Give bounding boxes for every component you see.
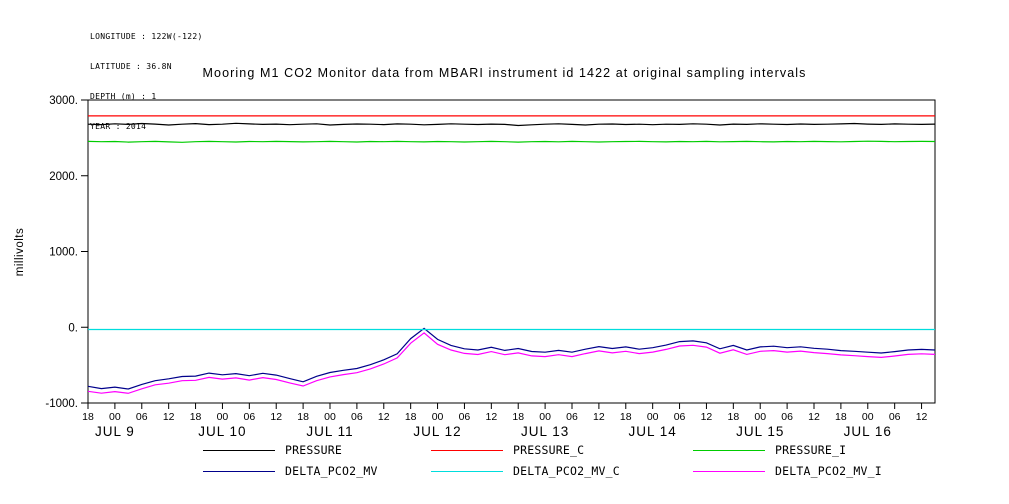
svg-text:1000.: 1000.	[49, 247, 78, 259]
legend-item-pressure-c: PRESSURE_C	[431, 441, 693, 459]
info-depth: DEPTH (m) : 1	[90, 92, 157, 101]
series-delta_pco2_mv	[87, 327, 936, 390]
station-info: LONGITUDE : 122W(-122) LATITUDE : 36.8N …	[90, 12, 203, 152]
legend-label: PRESSURE	[285, 443, 342, 457]
svg-text:06: 06	[243, 411, 255, 423]
svg-text:06: 06	[136, 411, 148, 423]
svg-text:06: 06	[889, 411, 901, 423]
pressure-c-line-sample	[431, 449, 503, 451]
svg-text:12: 12	[270, 411, 282, 423]
svg-text:0.: 0.	[68, 322, 78, 334]
series-pressure	[87, 122, 936, 127]
svg-text:12: 12	[916, 411, 928, 423]
legend-label: DELTA_PCO2_MV	[285, 464, 378, 478]
svg-text:3000.: 3000.	[49, 95, 78, 107]
svg-text:12: 12	[485, 411, 497, 423]
delta-pco2-mv-c-line-sample	[431, 470, 503, 472]
svg-text:12: 12	[593, 411, 605, 423]
svg-text:00: 00	[862, 411, 874, 423]
svg-text:00: 00	[324, 411, 336, 423]
delta-pco2-mv-i-line-sample	[693, 470, 765, 472]
svg-text:12: 12	[163, 411, 175, 423]
x-axis: 18 00 06 12 18 00 06 12 18 00 06 12 18 00 06 12 18 00 06 12…	[82, 403, 928, 423]
svg-text:-1000.: -1000.	[45, 398, 78, 410]
svg-text:JUL 13: JUL 13	[521, 424, 569, 439]
info-longitude: LONGITUDE : 122W(-122)	[90, 32, 203, 41]
svg-text:06: 06	[781, 411, 793, 423]
svg-text:JUL 10: JUL 10	[198, 424, 246, 439]
svg-text:18: 18	[620, 411, 632, 423]
svg-text:00: 00	[647, 411, 659, 423]
svg-text:18: 18	[297, 411, 309, 423]
svg-text:18: 18	[405, 411, 417, 423]
series-pressure_i	[87, 140, 936, 143]
legend-item-pressure-i: PRESSURE_I	[693, 441, 943, 459]
series-lines	[87, 115, 936, 394]
svg-text:06: 06	[566, 411, 578, 423]
svg-text:00: 00	[754, 411, 766, 423]
legend-label: DELTA_PCO2_MV_C	[513, 464, 620, 478]
svg-text:18: 18	[82, 411, 94, 423]
svg-text:12: 12	[378, 411, 390, 423]
legend-item-delta-pco2-mv: DELTA_PCO2_MV	[203, 462, 431, 480]
legend-item-pressure: PRESSURE	[203, 441, 431, 459]
svg-text:2000.: 2000.	[49, 171, 78, 183]
legend-label: DELTA_PCO2_MV_I	[775, 464, 882, 478]
svg-text:00: 00	[539, 411, 551, 423]
legend: PRESSURE PRESSURE_C PRESSURE_I DELTA_PCO…	[203, 441, 943, 480]
info-latitude: LATITUDE : 36.8N	[90, 62, 172, 71]
legend-item-delta-pco2-mv-c: DELTA_PCO2_MV_C	[431, 462, 693, 480]
chart-title: Mooring M1 CO2 Monitor data from MBARI i…	[202, 66, 807, 80]
svg-text:18: 18	[727, 411, 739, 423]
svg-text:JUL 11: JUL 11	[306, 424, 353, 439]
svg-text:00: 00	[432, 411, 444, 423]
svg-text:JUL 15: JUL 15	[736, 424, 784, 439]
series-delta_pco2_mv_i	[87, 332, 936, 394]
svg-text:JUL 14: JUL 14	[629, 424, 677, 439]
svg-text:00: 00	[217, 411, 229, 423]
delta-pco2-mv-line-sample	[203, 470, 275, 472]
svg-text:18: 18	[190, 411, 202, 423]
svg-text:06: 06	[674, 411, 686, 423]
svg-text:12: 12	[808, 411, 820, 423]
legend-label: PRESSURE_I	[775, 443, 847, 457]
y-axis: -1000. 0. 1000. 2000. 3000.	[45, 95, 88, 410]
legend-item-delta-pco2-mv-i: DELTA_PCO2_MV_I	[693, 462, 943, 480]
day-labels: JUL 9 JUL 10 JUL 11 JUL 12 JUL 13 JUL 14 JUL 1…	[95, 424, 892, 439]
svg-text:18: 18	[835, 411, 847, 423]
svg-text:JUL 16: JUL 16	[844, 424, 892, 439]
svg-text:06: 06	[459, 411, 471, 423]
svg-text:18: 18	[512, 411, 524, 423]
svg-text:00: 00	[109, 411, 121, 423]
info-year: YEAR : 2014	[90, 122, 147, 131]
legend-label: PRESSURE_C	[513, 443, 585, 457]
svg-text:JUL 9: JUL 9	[95, 424, 135, 439]
pressure-i-line-sample	[693, 449, 765, 451]
svg-text:06: 06	[351, 411, 363, 423]
pressure-line-sample	[203, 449, 275, 451]
svg-text:12: 12	[701, 411, 713, 423]
svg-text:JUL 12: JUL 12	[413, 424, 461, 439]
axes	[87, 99, 936, 404]
